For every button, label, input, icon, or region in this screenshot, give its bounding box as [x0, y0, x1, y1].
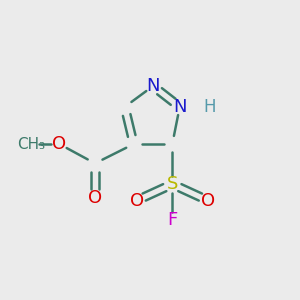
- Text: H: H: [203, 98, 216, 116]
- Text: N: N: [146, 77, 160, 95]
- Text: S: S: [167, 175, 178, 193]
- Text: O: O: [52, 135, 66, 153]
- Text: O: O: [130, 191, 144, 209]
- Text: CH₃: CH₃: [17, 136, 45, 152]
- Text: O: O: [88, 189, 102, 207]
- Text: F: F: [167, 211, 177, 229]
- Text: O: O: [201, 191, 215, 209]
- Text: N: N: [173, 98, 187, 116]
